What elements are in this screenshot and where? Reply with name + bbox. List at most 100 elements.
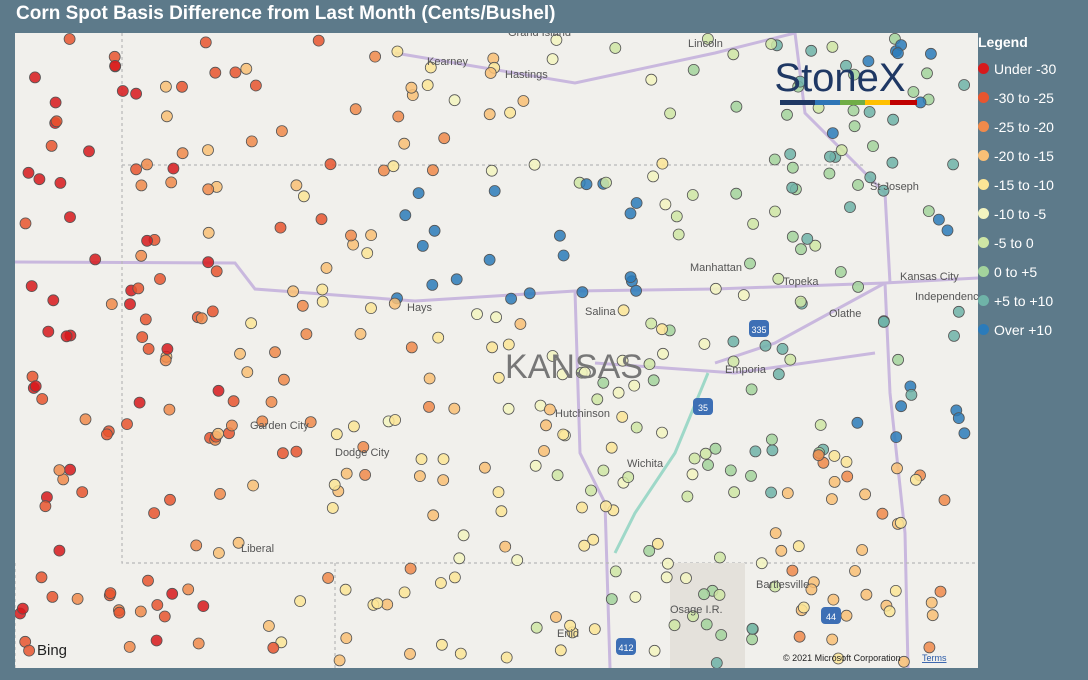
map-marker[interactable] [371,597,384,610]
map-marker[interactable] [585,484,597,497]
map-marker[interactable] [958,427,971,440]
map-marker[interactable] [630,421,643,434]
map-marker[interactable] [345,229,357,242]
map-marker[interactable] [657,347,669,360]
map-marker[interactable] [267,641,280,654]
legend-item[interactable]: -10 to -5 [978,199,1088,228]
map-marker[interactable] [609,42,622,54]
map-marker[interactable] [315,213,328,226]
map-marker[interactable] [54,176,67,189]
map-marker[interactable] [294,595,307,607]
map-marker[interactable] [887,113,899,126]
map-marker[interactable] [826,127,839,139]
map-marker[interactable] [389,414,402,426]
map-marker[interactable] [300,328,313,341]
map-marker[interactable] [387,160,400,173]
map-marker[interactable] [339,583,352,596]
map-marker[interactable] [483,253,496,266]
map-marker[interactable] [765,486,777,499]
map-marker[interactable] [781,487,794,500]
map-marker[interactable] [212,427,225,440]
map-marker[interactable] [709,282,722,295]
map-marker[interactable] [947,158,959,171]
map-marker[interactable] [938,494,951,507]
map-marker[interactable] [715,629,728,641]
map-marker[interactable] [53,464,66,477]
map-marker[interactable] [832,652,845,665]
map-marker[interactable] [63,33,76,45]
map-marker[interactable] [840,59,852,72]
map-marker[interactable] [826,40,839,53]
map-marker[interactable] [478,461,491,474]
map-marker[interactable] [150,634,163,647]
map-marker[interactable] [22,166,35,179]
map-marker[interactable] [809,239,822,252]
map-marker[interactable] [672,228,685,241]
map-marker[interactable] [841,470,854,483]
map-marker[interactable] [556,368,569,381]
map-marker[interactable] [359,468,372,481]
map-marker[interactable] [823,167,836,180]
map-marker[interactable] [624,271,637,284]
map-marker[interactable] [564,619,576,632]
map-marker[interactable] [448,571,461,584]
map-marker[interactable] [921,67,933,80]
map-marker[interactable] [29,380,42,393]
map-marker[interactable] [365,302,377,315]
map-marker[interactable] [453,552,466,565]
map-marker[interactable] [398,137,411,150]
map-marker[interactable] [504,106,517,119]
map-marker[interactable] [848,120,861,133]
map-marker[interactable] [197,600,210,612]
map-marker[interactable] [405,81,418,94]
map-marker[interactable] [202,183,215,196]
map-marker[interactable] [141,158,153,171]
map-marker[interactable] [190,539,203,552]
map-marker[interactable] [605,593,618,605]
map-marker[interactable] [320,262,333,274]
map-marker[interactable] [600,500,612,513]
map-marker[interactable] [29,71,41,84]
map-marker[interactable] [199,36,212,49]
map-marker[interactable] [405,341,418,354]
map-marker[interactable] [860,588,873,601]
map-marker[interactable] [746,633,758,646]
map-marker[interactable] [826,633,839,646]
map-marker[interactable] [136,331,149,344]
map-marker[interactable] [392,110,405,123]
map-marker[interactable] [659,198,672,211]
map-marker[interactable] [448,402,461,415]
map-marker[interactable] [424,61,437,74]
map-marker[interactable] [160,110,173,123]
map-marker[interactable] [79,413,92,426]
map-marker[interactable] [109,60,121,72]
map-marker[interactable] [576,286,589,299]
map-marker[interactable] [795,243,807,256]
map-marker[interactable] [624,207,637,220]
map-marker[interactable] [877,184,890,197]
map-marker[interactable] [588,623,601,635]
map-marker[interactable] [852,280,864,293]
map-marker[interactable] [247,479,260,492]
map-marker[interactable] [328,478,341,491]
map-marker[interactable] [952,412,965,425]
map-marker[interactable] [421,79,434,91]
map-marker[interactable] [728,486,740,499]
map-marker[interactable] [158,610,171,623]
map-marker[interactable] [580,178,593,191]
map-marker[interactable] [16,602,29,615]
map-marker[interactable] [670,210,683,223]
map-marker[interactable] [889,585,902,597]
map-marker[interactable] [826,493,838,506]
map-marker[interactable] [948,329,960,342]
map-marker[interactable] [36,393,49,405]
map-marker[interactable] [746,622,759,635]
map-marker[interactable] [274,221,287,234]
map-marker[interactable] [391,45,404,58]
map-marker[interactable] [130,163,142,176]
map-marker[interactable] [101,428,113,441]
map-marker[interactable] [340,632,353,644]
map-marker[interactable] [784,353,797,366]
map-marker[interactable] [859,488,871,501]
map-marker[interactable] [890,431,903,444]
